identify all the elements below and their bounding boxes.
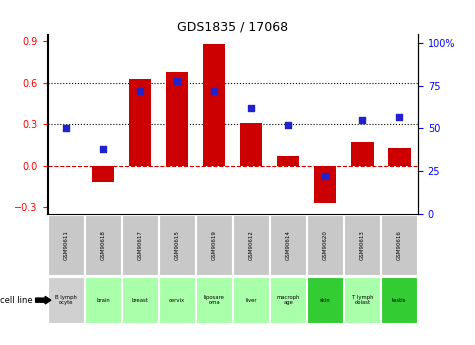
- Text: B lymph
ocyte: B lymph ocyte: [55, 295, 77, 305]
- Text: GSM90616: GSM90616: [397, 230, 402, 260]
- Bar: [307, 277, 343, 323]
- Text: GSM90613: GSM90613: [360, 230, 365, 260]
- Text: GSM90615: GSM90615: [175, 230, 180, 260]
- Bar: [344, 215, 380, 275]
- Point: [99, 146, 107, 152]
- Point: [359, 117, 366, 123]
- Bar: [203, 44, 225, 166]
- Bar: [352, 142, 373, 166]
- Text: brain: brain: [96, 298, 110, 303]
- Bar: [122, 215, 158, 275]
- Text: GSM90612: GSM90612: [249, 230, 254, 260]
- Bar: [307, 215, 343, 275]
- Title: GDS1835 / 17068: GDS1835 / 17068: [177, 20, 288, 33]
- Text: GSM90614: GSM90614: [286, 230, 291, 260]
- Point: [136, 88, 144, 93]
- Point: [285, 122, 292, 128]
- Bar: [85, 215, 121, 275]
- Bar: [389, 148, 410, 166]
- Bar: [48, 277, 84, 323]
- Text: liver: liver: [246, 298, 257, 303]
- Bar: [85, 277, 121, 323]
- Bar: [166, 72, 188, 166]
- Text: GSM90617: GSM90617: [138, 230, 142, 260]
- Point: [173, 78, 181, 83]
- Bar: [381, 215, 417, 275]
- Bar: [344, 277, 380, 323]
- Text: skin: skin: [320, 298, 331, 303]
- Text: breast: breast: [132, 298, 149, 303]
- Text: GSM90620: GSM90620: [323, 230, 328, 260]
- Text: liposare
oma: liposare oma: [204, 295, 225, 305]
- Bar: [270, 215, 306, 275]
- Bar: [48, 215, 84, 275]
- Bar: [233, 215, 269, 275]
- Bar: [314, 166, 336, 203]
- Point: [210, 88, 218, 93]
- Bar: [381, 277, 417, 323]
- Text: cervix: cervix: [169, 298, 185, 303]
- Text: T lymph
oblast: T lymph oblast: [352, 295, 373, 305]
- Bar: [240, 123, 262, 166]
- Point: [247, 105, 255, 111]
- Point: [62, 126, 70, 131]
- Point: [322, 174, 329, 179]
- Bar: [233, 277, 269, 323]
- Text: macroph
age: macroph age: [276, 295, 300, 305]
- Text: cell line: cell line: [0, 296, 33, 305]
- Bar: [159, 215, 195, 275]
- Bar: [196, 215, 232, 275]
- Text: testis: testis: [392, 298, 407, 303]
- Bar: [196, 277, 232, 323]
- Bar: [159, 277, 195, 323]
- Text: GSM90618: GSM90618: [101, 230, 105, 260]
- Bar: [122, 277, 158, 323]
- Text: GSM90619: GSM90619: [212, 230, 217, 260]
- Bar: [277, 156, 299, 166]
- Point: [396, 114, 403, 119]
- Bar: [92, 166, 114, 182]
- Bar: [270, 277, 306, 323]
- Bar: [129, 79, 151, 166]
- Text: GSM90611: GSM90611: [64, 230, 68, 260]
